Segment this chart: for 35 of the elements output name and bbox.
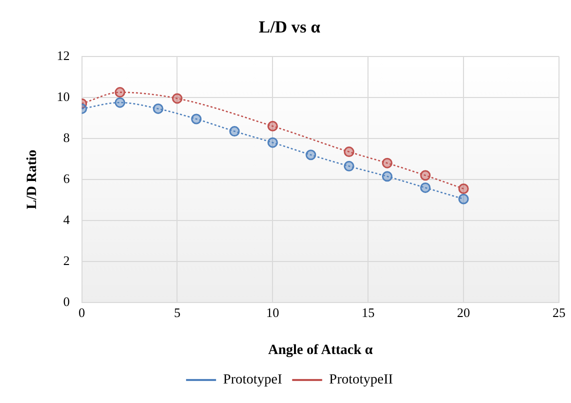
point (306, 150, 316, 160)
y-tick-label: 4 (63, 212, 70, 227)
chart-title: L/D vs α (258, 18, 321, 37)
point (382, 158, 392, 168)
x-tick-label: 15 (362, 304, 375, 320)
y-tick-label: 0 (63, 294, 70, 310)
point (267, 137, 278, 148)
y-tick-label: 6 (63, 170, 70, 186)
point (114, 87, 126, 98)
y-tick-label: 12 (56, 48, 70, 63)
y-tick-label: 8 (63, 130, 70, 145)
point (344, 160, 354, 172)
point (229, 126, 240, 137)
y-tick-label: 2 (63, 252, 70, 268)
x-tick-label: 10 (266, 304, 280, 320)
point (420, 170, 431, 181)
point (344, 146, 354, 158)
y-axis-title: L/D Ratio (25, 150, 40, 210)
x-tick-label: 5 (174, 304, 180, 320)
x-tick-label: 25 (552, 304, 566, 320)
point (382, 171, 392, 182)
y-tick-label: 10 (56, 88, 70, 104)
point (191, 114, 202, 124)
legend-label: PrototypeII (329, 372, 394, 388)
point (114, 97, 126, 108)
point (172, 93, 182, 104)
point (458, 183, 469, 194)
legend-label: PrototypeI (223, 372, 283, 388)
x-tick-label: 20 (457, 304, 470, 320)
point (458, 194, 469, 204)
x-axis-title: Angle of Attack α (268, 343, 373, 358)
point (152, 103, 164, 114)
point (267, 120, 278, 132)
point (420, 182, 431, 193)
x-tick-label: 0 (78, 304, 86, 320)
